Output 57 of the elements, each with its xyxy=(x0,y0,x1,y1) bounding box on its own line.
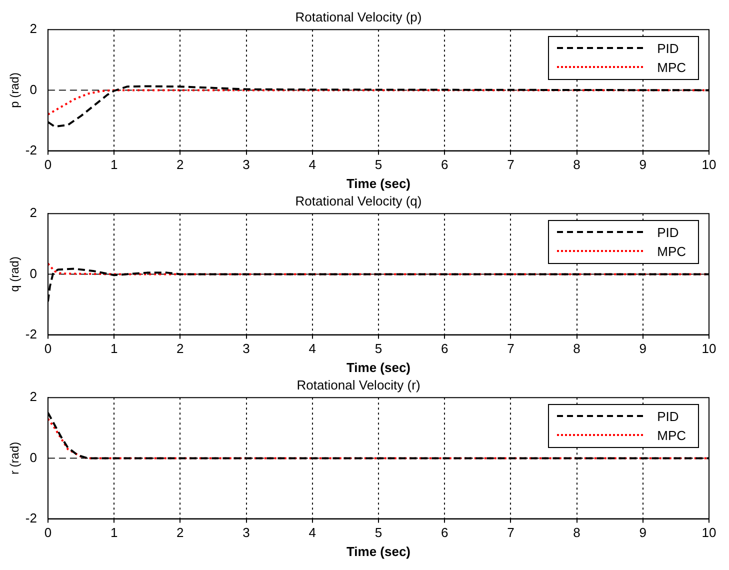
x-tick-label: 1 xyxy=(110,157,118,172)
legend: PID MPC xyxy=(548,220,699,264)
x-tick-label: 4 xyxy=(308,157,316,172)
x-tick-label: 2 xyxy=(176,525,184,540)
y-axis-title: r (rad) xyxy=(8,442,22,475)
x-tick-label: 10 xyxy=(702,157,716,172)
chart-title: Rotational Velocity (p) xyxy=(295,9,422,24)
x-tick-label: 10 xyxy=(702,525,716,540)
y-tick-label: 2 xyxy=(30,205,37,220)
x-axis-title: Time (sec) xyxy=(346,544,411,559)
x-tick-label: 6 xyxy=(440,525,448,540)
x-tick-label: 3 xyxy=(242,157,250,172)
x-tick-label: 7 xyxy=(507,525,514,540)
x-tick-label: 0 xyxy=(44,525,52,540)
x-tick-label: 5 xyxy=(374,157,382,172)
series-label: MPC xyxy=(657,242,686,261)
chart-title: Rotational Velocity (r) xyxy=(296,377,420,392)
x-tick-label: 8 xyxy=(573,157,580,172)
x-tick-label: 10 xyxy=(702,341,716,356)
x-tick-label: 1 xyxy=(110,525,118,540)
y-tick-label: 0 xyxy=(30,450,37,465)
x-tick-label: 1 xyxy=(110,341,118,356)
x-tick-label: 9 xyxy=(639,525,647,540)
x-tick-label: 3 xyxy=(242,525,250,540)
x-tick-label: 9 xyxy=(639,341,647,356)
x-axis-title: Time (sec) xyxy=(346,360,411,375)
y-tick-label: 0 xyxy=(30,266,37,281)
x-tick-label: 7 xyxy=(507,157,514,172)
y-tick-label: 2 xyxy=(30,21,37,36)
x-tick-label: 0 xyxy=(44,157,52,172)
x-tick-label: 5 xyxy=(374,341,382,356)
x-tick-label: 2 xyxy=(176,157,184,172)
y-tick-label: -2 xyxy=(25,510,37,526)
x-tick-label: 3 xyxy=(242,341,250,356)
x-tick-label: 4 xyxy=(308,341,316,356)
x-tick-label: 9 xyxy=(639,157,647,172)
series-label: MPC xyxy=(657,58,686,77)
y-tick-label: -2 xyxy=(25,142,37,158)
y-axis-title: q (rad) xyxy=(8,256,22,292)
x-tick-label: 8 xyxy=(573,341,580,356)
x-tick-label: 2 xyxy=(176,341,184,356)
chart-title: Rotational Velocity (q) xyxy=(295,193,422,208)
x-tick-label: 6 xyxy=(440,341,448,356)
x-tick-label: 5 xyxy=(374,525,382,540)
x-tick-label: 6 xyxy=(440,157,448,172)
legend: PID MPC xyxy=(548,404,699,448)
x-tick-label: 7 xyxy=(507,341,514,356)
y-tick-label: -2 xyxy=(25,326,37,342)
x-tick-label: 4 xyxy=(308,525,316,540)
y-tick-label: 2 xyxy=(30,389,37,404)
x-axis-title: Time (sec) xyxy=(346,176,411,191)
y-axis-title: p (rad) xyxy=(8,72,22,108)
x-tick-label: 8 xyxy=(573,525,580,540)
legend: PID MPC xyxy=(548,36,699,80)
y-tick-label: 0 xyxy=(30,82,37,97)
series-label: MPC xyxy=(657,426,686,445)
x-tick-label: 0 xyxy=(44,341,52,356)
